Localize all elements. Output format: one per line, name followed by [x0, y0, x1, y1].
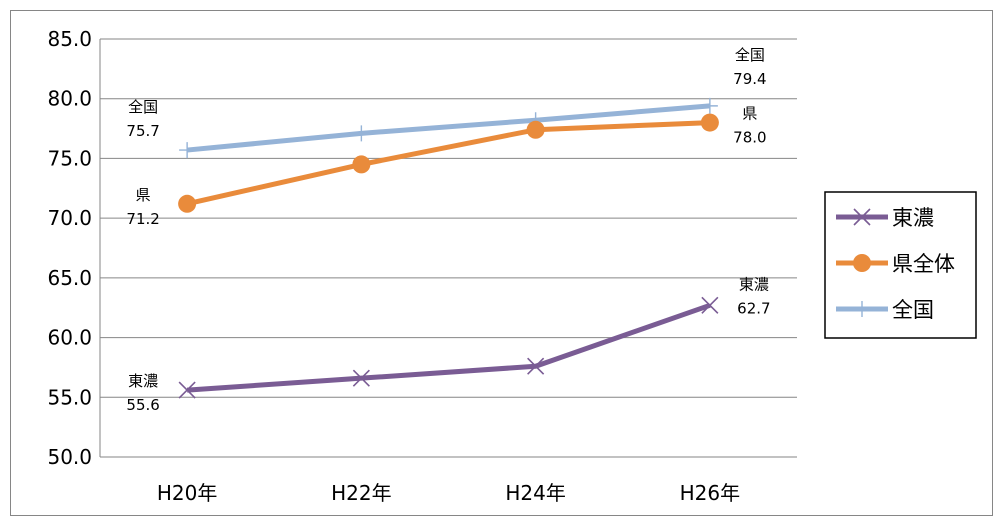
y-axis-ticks: 50.0 55.0 60.0 65.0 70.0 75.0 80.0 85.0 — [47, 27, 92, 469]
legend-item-0: 東濃 — [836, 206, 934, 230]
data-label-name: 県 — [742, 105, 757, 123]
y-tick-label: 80.0 — [47, 87, 92, 111]
point-marker-2 — [526, 120, 545, 139]
data-label-value: 75.7 — [126, 122, 159, 140]
series-group — [178, 97, 719, 399]
point-marker-2 — [527, 357, 545, 375]
y-tick-label: 75.0 — [47, 146, 92, 170]
x-tick-label: H20年 — [157, 481, 218, 505]
legend-label: 東濃 — [892, 206, 934, 230]
x-tick-label: H22年 — [331, 481, 392, 505]
data-label-value: 78.0 — [733, 129, 766, 147]
series-0 — [178, 296, 719, 399]
grid-lines — [99, 38, 797, 458]
point-marker-3 — [700, 113, 719, 132]
data-label-value: 71.2 — [126, 210, 159, 228]
y-tick-label: 70.0 — [47, 206, 92, 230]
point-marker-3 — [701, 296, 719, 314]
point-marker-1 — [353, 125, 370, 142]
point-marker-legend — [853, 254, 871, 272]
legend-label: 全国 — [892, 298, 934, 322]
point-marker-legend — [854, 301, 870, 317]
x-tick-label: H26年 — [680, 481, 741, 505]
y-tick-label: 65.0 — [47, 266, 92, 290]
point-marker-3 — [701, 97, 718, 114]
legend-item-1: 県全体 — [836, 252, 955, 276]
series-line — [186, 120, 710, 207]
data-label-name: 全国 — [128, 98, 158, 116]
x-tick-label: H24年 — [505, 481, 566, 505]
x-axis-ticks: H20年 H22年 H24年 H26年 — [157, 481, 740, 505]
data-label-name: 全国 — [735, 46, 765, 64]
data-label-name: 東濃 — [739, 275, 769, 293]
point-marker-0 — [178, 194, 197, 213]
legend-item-2: 全国 — [836, 298, 934, 322]
series-line — [186, 103, 711, 153]
point-marker-1 — [352, 369, 370, 387]
point-marker-1 — [352, 155, 371, 174]
data-label-value: 55.6 — [126, 396, 159, 414]
point-marker-0 — [179, 142, 196, 159]
point-marker-0 — [178, 381, 196, 399]
series-1 — [178, 113, 719, 213]
data-label-name: 東濃 — [128, 372, 158, 390]
data-labels: 東濃 55.6 東濃 62.7 県 71.2 県 78.0 全国 75.7 全国 79.4 — [126, 46, 770, 414]
data-label-name: 県 — [136, 186, 151, 204]
series-line — [186, 302, 711, 393]
y-tick-label: 85.0 — [47, 27, 92, 51]
y-tick-label: 50.0 — [47, 445, 92, 469]
legend-label: 県全体 — [892, 252, 955, 276]
data-label-value: 79.4 — [733, 70, 766, 88]
y-tick-label: 55.0 — [47, 385, 92, 409]
data-label-value: 62.7 — [737, 299, 770, 317]
point-marker-legend — [853, 208, 871, 226]
y-tick-label: 60.0 — [47, 326, 92, 350]
